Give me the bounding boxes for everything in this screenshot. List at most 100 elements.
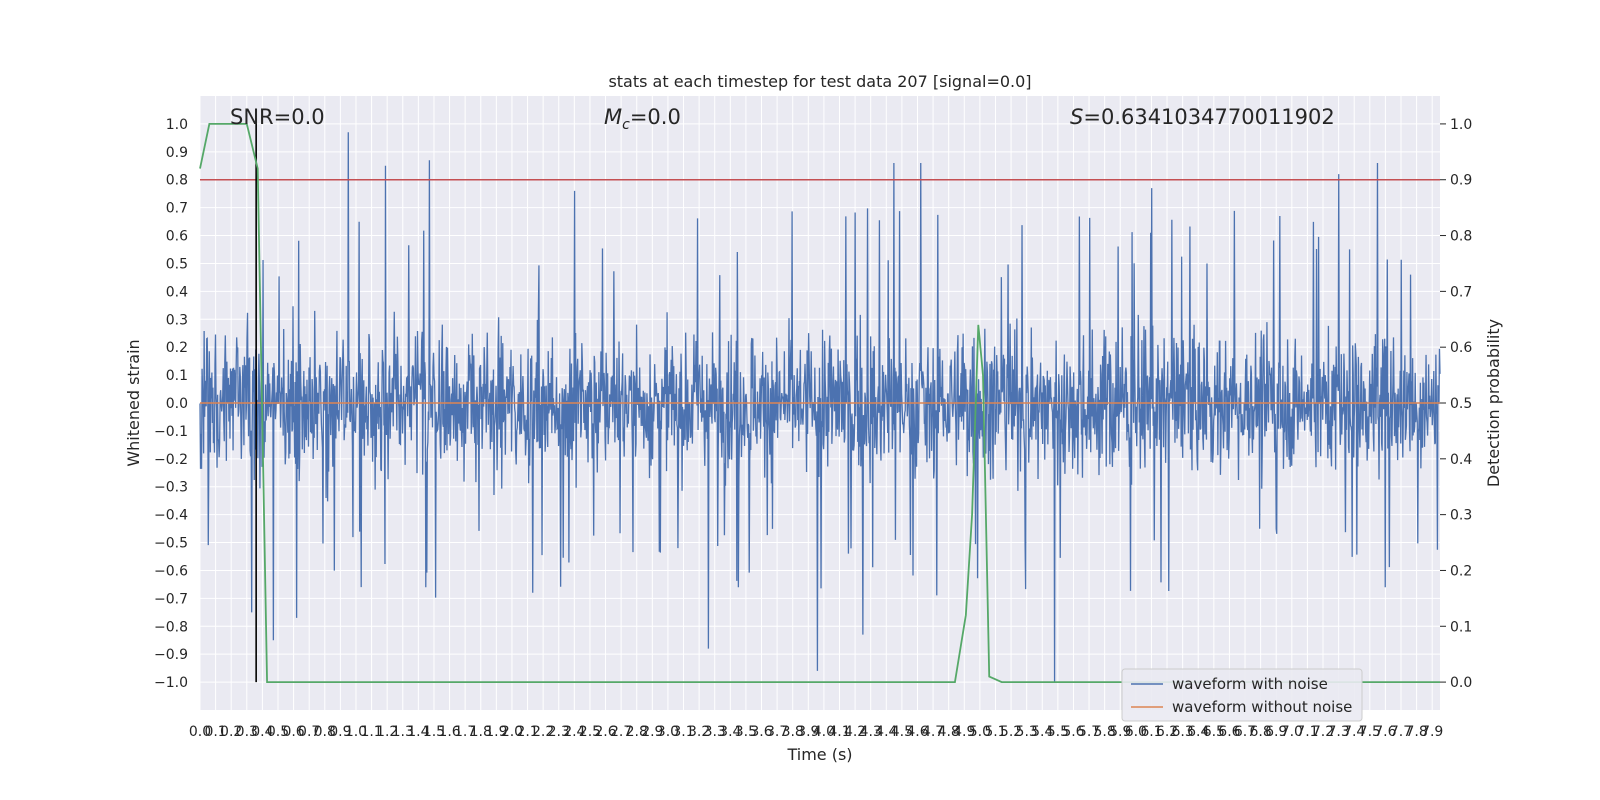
x-tick-label: 2.2 bbox=[532, 724, 554, 740]
x-tick-label: 6.1 bbox=[1140, 724, 1162, 740]
y2-tick-label: 0.5 bbox=[1450, 396, 1472, 412]
x-tick-label: 3.3 bbox=[704, 724, 726, 740]
y-tick-label: 0.6 bbox=[166, 229, 188, 245]
x-tick-label: 3.2 bbox=[688, 724, 710, 740]
x-tick-label: 6.9 bbox=[1265, 724, 1287, 740]
x-tick-label: 2.4 bbox=[563, 724, 585, 740]
x-tick-label: 7.3 bbox=[1327, 724, 1349, 740]
chirp-mass-value: =0.0 bbox=[630, 105, 681, 129]
score-annotation: S=0.6341034770011902 bbox=[1070, 105, 1335, 129]
x-tick-label: 6.7 bbox=[1234, 724, 1256, 740]
x-tick-label: 3.7 bbox=[766, 724, 788, 740]
y-tick-label: −0.2 bbox=[154, 452, 188, 468]
y2-tick-label: 0.0 bbox=[1450, 675, 1472, 691]
legend-label-clean: waveform without noise bbox=[1172, 698, 1352, 716]
x-tick-label: 0.4 bbox=[251, 724, 273, 740]
y2-tick-label: 0.6 bbox=[1450, 340, 1472, 356]
x-tick-label: 7.5 bbox=[1359, 724, 1381, 740]
x-tick-label: 5.7 bbox=[1078, 724, 1100, 740]
y2-tick-label: 0.4 bbox=[1450, 452, 1472, 468]
x-tick-label: 3.9 bbox=[797, 724, 819, 740]
x-tick-label: 3.0 bbox=[657, 724, 679, 740]
chirp-mass-symbol: M bbox=[604, 105, 622, 129]
chirp-mass-annotation: Mc=0.0 bbox=[604, 105, 681, 133]
x-tick-label: 2.3 bbox=[548, 724, 570, 740]
x-tick-label: 0.0 bbox=[189, 724, 211, 740]
x-tick-label: 7.6 bbox=[1374, 724, 1396, 740]
x-tick-label: 6.0 bbox=[1125, 724, 1147, 740]
y-tick-label: 1.0 bbox=[166, 117, 188, 133]
x-tick-label: 7.8 bbox=[1405, 724, 1427, 740]
x-tick-label: 1.4 bbox=[407, 724, 429, 740]
detection-probability-line bbox=[199, 123, 1440, 683]
chirp-mass-subscript: c bbox=[622, 117, 630, 133]
legend-label-noise: waveform with noise bbox=[1172, 675, 1328, 693]
x-tick-label: 5.2 bbox=[1000, 724, 1022, 740]
y-tick-label: 0.8 bbox=[166, 173, 188, 189]
x-tick-label: 4.1 bbox=[828, 724, 850, 740]
y-tick-label: 0.2 bbox=[166, 340, 188, 356]
x-tick-label: 7.0 bbox=[1281, 724, 1303, 740]
x-tick-label: 2.5 bbox=[579, 724, 601, 740]
noise-waveform-path bbox=[199, 132, 1441, 683]
x-tick-label: 4.2 bbox=[844, 724, 866, 740]
y-tick-label: 0.9 bbox=[166, 145, 188, 161]
axis-ticks: 0.00.10.20.30.40.50.60.70.80.91.01.11.21… bbox=[154, 117, 1472, 740]
x-tick-label: 6.8 bbox=[1249, 724, 1271, 740]
x-tick-label: 1.3 bbox=[392, 724, 414, 740]
x-tick-label: 1.7 bbox=[454, 724, 476, 740]
y-tick-label: −0.5 bbox=[154, 536, 188, 552]
y-tick-label: −0.7 bbox=[154, 591, 188, 607]
x-tick-label: 2.9 bbox=[641, 724, 663, 740]
x-tick-label: 2.0 bbox=[501, 724, 523, 740]
y-tick-label: −0.8 bbox=[154, 619, 188, 635]
x-tick-label: 1.2 bbox=[376, 724, 398, 740]
y-tick-label: −0.6 bbox=[154, 563, 188, 579]
x-tick-label: 3.8 bbox=[782, 724, 804, 740]
x-tick-label: 5.5 bbox=[1047, 724, 1069, 740]
x-tick-label: 1.8 bbox=[470, 724, 492, 740]
x-tick-label: 7.9 bbox=[1421, 724, 1443, 740]
x-tick-label: 6.3 bbox=[1172, 724, 1194, 740]
x-tick-label: 0.1 bbox=[204, 724, 226, 740]
x-tick-label: 1.5 bbox=[423, 724, 445, 740]
x-tick-label: 3.6 bbox=[750, 724, 772, 740]
legend-box bbox=[1121, 668, 1363, 722]
x-tick-label: 4.8 bbox=[938, 724, 960, 740]
y2-tick-label: 0.7 bbox=[1450, 284, 1472, 300]
x-tick-label: 5.1 bbox=[984, 724, 1006, 740]
y2-tick-label: 1.0 bbox=[1450, 117, 1472, 133]
x-tick-label: 5.0 bbox=[969, 724, 991, 740]
x-tick-label: 7.1 bbox=[1296, 724, 1318, 740]
x-tick-label: 6.4 bbox=[1187, 724, 1209, 740]
x-tick-label: 5.3 bbox=[1016, 724, 1038, 740]
x-tick-label: 6.2 bbox=[1156, 724, 1178, 740]
y-tick-label: −0.9 bbox=[154, 647, 188, 663]
y-tick-label: 0.1 bbox=[166, 368, 188, 384]
x-tick-label: 5.4 bbox=[1031, 724, 1053, 740]
snr-annotation: SNR=0.0 bbox=[230, 105, 325, 129]
series-waveform-with-noise bbox=[199, 132, 1441, 683]
x-tick-label: 7.4 bbox=[1343, 724, 1365, 740]
y2-tick-label: 0.1 bbox=[1450, 619, 1472, 635]
y2-axis-label: Detection probability bbox=[1484, 319, 1503, 487]
x-tick-label: 0.9 bbox=[329, 724, 351, 740]
y-tick-label: 0.3 bbox=[166, 312, 188, 328]
x-tick-label: 3.5 bbox=[735, 724, 757, 740]
x-tick-label: 1.0 bbox=[345, 724, 367, 740]
legend: waveform with noise waveform without noi… bbox=[1121, 668, 1363, 722]
x-tick-label: 6.5 bbox=[1203, 724, 1225, 740]
x-tick-label: 0.6 bbox=[282, 724, 304, 740]
x-tick-label: 2.8 bbox=[626, 724, 648, 740]
x-tick-label: 0.7 bbox=[298, 724, 320, 740]
x-tick-label: 4.3 bbox=[860, 724, 882, 740]
score-value: =0.6341034770011902 bbox=[1083, 105, 1334, 129]
x-tick-label: 0.3 bbox=[236, 724, 258, 740]
y-tick-label: −0.1 bbox=[154, 424, 188, 440]
x-tick-label: 7.2 bbox=[1312, 724, 1334, 740]
y2-tick-label: 0.2 bbox=[1450, 563, 1472, 579]
x-tick-label: 3.1 bbox=[672, 724, 694, 740]
x-tick-label: 1.1 bbox=[360, 724, 382, 740]
y-tick-label: −0.4 bbox=[154, 508, 188, 524]
y-tick-label: 0.4 bbox=[166, 284, 188, 300]
